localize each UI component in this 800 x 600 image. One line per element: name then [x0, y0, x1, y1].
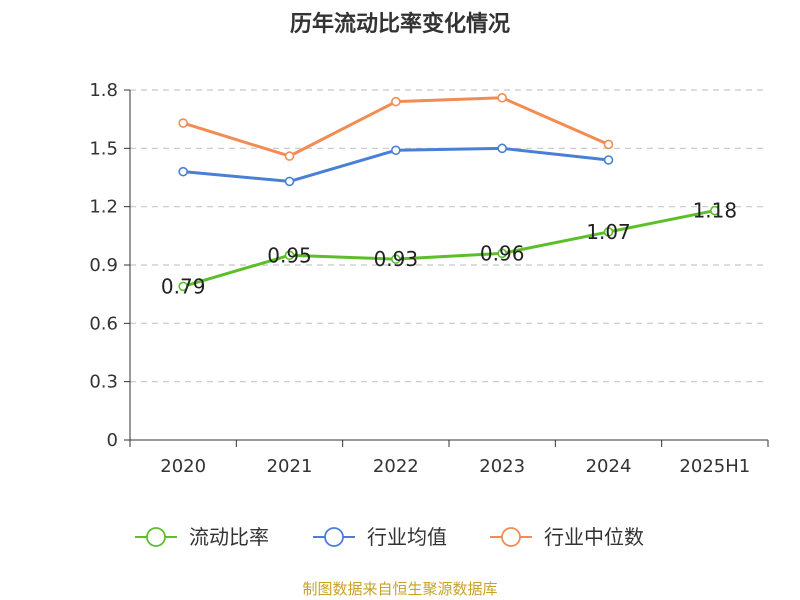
x-tick-label: 2020	[160, 456, 206, 477]
data-point	[603, 155, 614, 165]
data-point	[284, 176, 295, 187]
legend: 流动比率 行业均值 行业中位数	[135, 525, 644, 549]
x-tick-label: 2024	[586, 456, 632, 477]
legend-label: 流动比率	[189, 525, 269, 549]
data-point	[497, 143, 507, 154]
chart-title: 历年流动比率变化情况	[289, 12, 510, 37]
data-point	[391, 145, 401, 156]
y-tick-label: 1.2	[89, 197, 118, 218]
source-footer: 制图数据来自恒生聚源数据库	[302, 580, 498, 598]
data-label: 0.93	[374, 247, 419, 271]
data-point	[497, 92, 507, 103]
data-label: 1.07	[586, 220, 631, 244]
data-point	[603, 139, 614, 150]
legend-marker	[146, 527, 166, 547]
y-tick-label: 1.5	[89, 138, 118, 159]
y-tick-label: 0	[107, 430, 118, 451]
data-label: 0.95	[267, 243, 312, 267]
axis-layer: 0 0.3 0.6 0.9 1.2 1.5 1.8 2020 2021 2022 2023 2024 2…	[89, 80, 769, 477]
data-label: 0.96	[480, 241, 525, 265]
data-point	[391, 254, 401, 264]
data-point	[391, 96, 401, 107]
y-tick-label: 0.6	[89, 313, 118, 334]
series-layer	[178, 92, 720, 292]
data-point	[178, 281, 188, 292]
x-tick-label: 2021	[267, 456, 313, 477]
legend-marker	[501, 527, 521, 547]
x-tick-label: 2023	[479, 456, 525, 477]
data-point	[178, 118, 188, 128]
data-point	[603, 227, 614, 237]
legend-label: 行业中位数	[544, 525, 644, 549]
x-tick-label: 2022	[373, 456, 419, 477]
label-layer: 0.79 0.95 0.93 0.96 1.07 1.18	[161, 199, 737, 299]
legend-marker	[324, 527, 344, 547]
data-point	[710, 205, 720, 216]
data-point	[497, 248, 507, 259]
data-point	[284, 250, 295, 261]
legend-label: 行业均值	[367, 525, 447, 549]
data-label: 1.18	[693, 199, 738, 223]
y-tick-label: 0.3	[89, 372, 118, 393]
data-point	[284, 151, 295, 161]
y-tick-label: 0.9	[89, 255, 118, 276]
series-line-0	[182, 209, 716, 288]
data-label: 0.79	[161, 274, 206, 298]
grid-layer	[130, 89, 768, 383]
data-point	[178, 166, 188, 177]
y-tick-label: 1.8	[89, 80, 118, 101]
x-tick-label: 2025H1	[679, 456, 750, 477]
